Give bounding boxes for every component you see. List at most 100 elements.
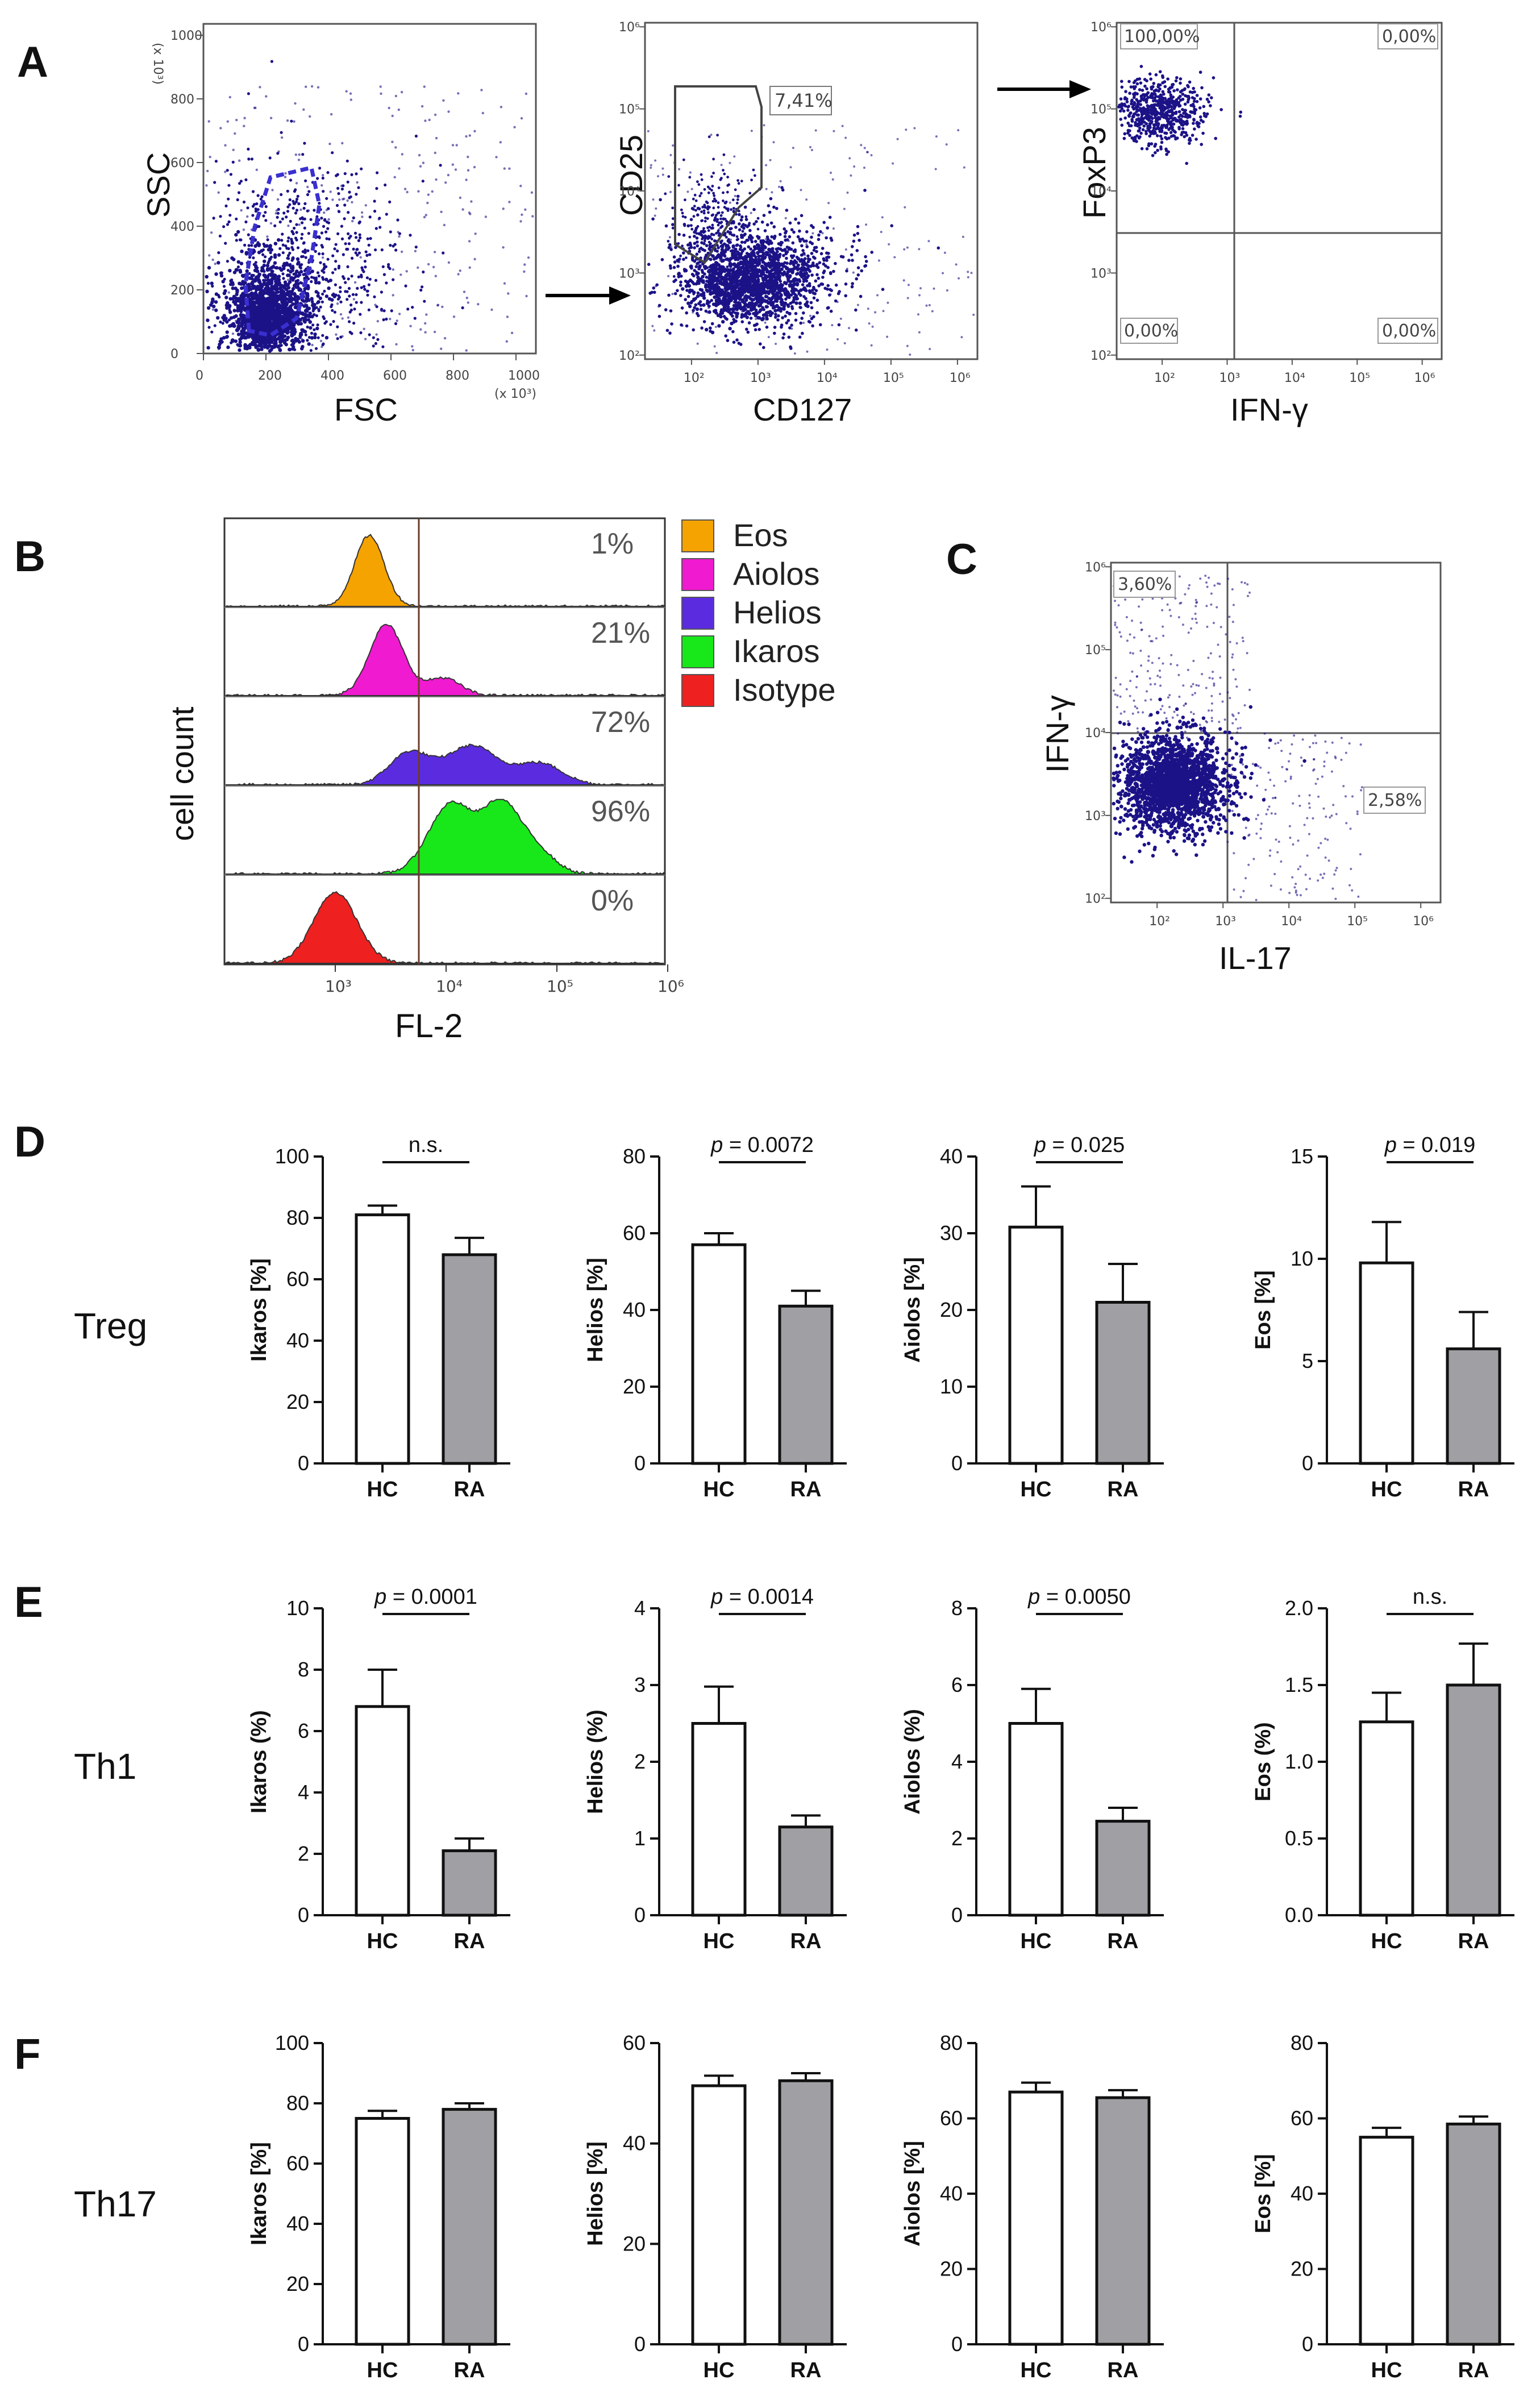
event-dot <box>291 286 295 291</box>
event-dot <box>424 331 427 334</box>
event-dot <box>863 189 867 192</box>
event-dot <box>294 311 299 315</box>
event-dot <box>730 289 734 293</box>
event-dot <box>735 202 739 205</box>
event-dot <box>730 238 732 241</box>
event-dot <box>301 339 305 343</box>
event-dot <box>411 348 414 352</box>
event-dot <box>316 323 319 327</box>
a1-ytick-label: 200 <box>170 284 194 298</box>
event-dot <box>354 251 357 255</box>
event-dot <box>467 169 470 172</box>
event-dot <box>808 290 812 294</box>
event-dot <box>299 208 302 211</box>
event-dot <box>718 270 722 274</box>
event-dot <box>765 253 768 257</box>
event-dot <box>703 249 706 252</box>
event-dot <box>303 309 309 313</box>
event-dot <box>667 175 671 178</box>
event-dot <box>268 246 272 249</box>
event-dot <box>284 172 287 175</box>
event-dot <box>826 284 830 288</box>
event-dot <box>252 256 255 260</box>
event-dot <box>703 203 706 207</box>
event-dot <box>322 174 324 177</box>
event-dot <box>793 259 797 263</box>
event-dot <box>1150 142 1154 145</box>
event-dot <box>314 290 318 294</box>
event-dot <box>694 199 698 202</box>
event-dot <box>706 217 709 220</box>
event-dot <box>319 305 322 309</box>
event-dot <box>717 267 721 271</box>
event-dot <box>244 220 248 224</box>
event-dot <box>524 208 527 211</box>
event-dot <box>404 284 407 288</box>
event-dot <box>346 180 349 184</box>
event-dot <box>217 191 220 194</box>
event-dot <box>716 134 719 137</box>
event-dot <box>807 268 811 272</box>
event-dot <box>328 278 332 282</box>
event-dot <box>240 323 244 327</box>
event-dot <box>810 317 814 321</box>
a2-gate-pct-box <box>769 86 832 115</box>
event-dot <box>694 303 698 307</box>
event-dot <box>773 326 777 329</box>
event-dot <box>303 269 307 272</box>
event-dot <box>296 274 300 278</box>
event-dot <box>836 338 839 340</box>
event-dot <box>273 255 277 259</box>
event-dot <box>400 250 403 253</box>
event-dot <box>268 156 272 160</box>
event-dot <box>700 268 704 272</box>
event-dot <box>301 255 305 258</box>
event-dot <box>733 155 736 158</box>
event-dot <box>352 322 356 325</box>
event-dot <box>810 149 813 151</box>
event-dot <box>243 344 248 348</box>
event-dot <box>798 335 802 339</box>
event-dot <box>760 291 765 295</box>
event-dot <box>804 303 809 307</box>
event-dot <box>756 261 761 265</box>
event-dot <box>815 273 819 277</box>
event-dot <box>342 277 346 280</box>
event-dot <box>784 251 788 255</box>
event-dot <box>690 300 694 303</box>
event-dot <box>250 273 254 278</box>
event-dot <box>232 148 235 151</box>
event-dot <box>721 320 725 324</box>
event-dot <box>825 259 829 262</box>
a1-scatter <box>205 60 534 353</box>
event-dot <box>800 189 802 192</box>
event-dot <box>785 256 788 260</box>
event-dot <box>340 188 344 191</box>
event-dot <box>671 223 675 227</box>
event-dot <box>808 320 811 324</box>
event-dot <box>1177 127 1181 131</box>
event-dot <box>671 217 675 221</box>
event-dot <box>276 290 280 294</box>
event-dot <box>854 308 858 312</box>
event-dot <box>1192 86 1195 90</box>
event-dot <box>718 312 722 317</box>
event-dot <box>765 325 769 329</box>
event-dot <box>376 338 380 342</box>
event-dot <box>777 306 781 310</box>
event-dot <box>1142 124 1146 128</box>
event-dot <box>304 256 307 259</box>
a1-y-unit: (x 10³) <box>151 43 165 85</box>
event-dot <box>467 155 469 159</box>
event-dot <box>735 314 739 318</box>
event-dot <box>822 271 826 274</box>
event-dot <box>696 262 699 265</box>
event-dot <box>259 294 263 298</box>
event-dot <box>792 300 796 303</box>
event-dot <box>721 282 725 286</box>
event-dot <box>352 247 355 251</box>
event-dot <box>253 106 256 109</box>
event-dot <box>461 208 464 211</box>
event-dot <box>693 193 697 197</box>
event-dot <box>708 265 711 269</box>
